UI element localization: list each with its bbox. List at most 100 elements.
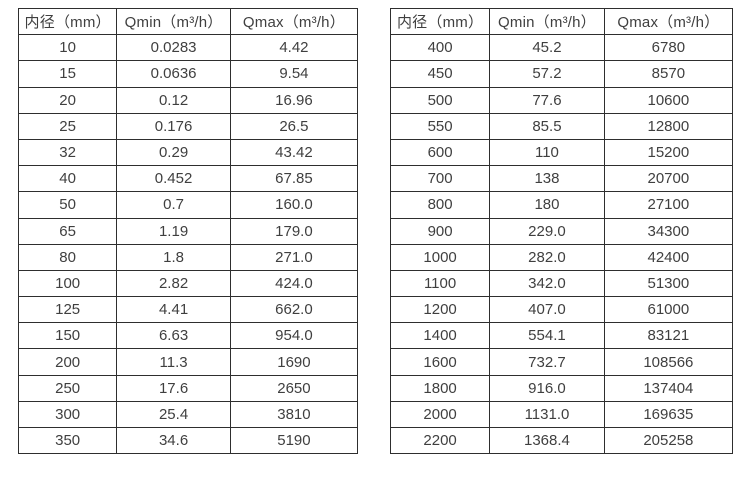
table-cell: 916.0 [489,374,605,402]
table-cell: 271.0 [229,243,359,271]
table-cell: 200 [17,348,118,376]
table-cell: 10600 [603,86,734,114]
table-header-row: 内径（mm） Qmin（m³/h） Qmax（m³/h） [389,7,734,36]
table-cell: 0.452 [116,165,231,193]
table-cell: 16.96 [229,86,359,114]
column-header: Qmax（m³/h） [229,7,359,36]
table-row: 200 11.3 1690 [17,348,359,376]
table-cell: 4.42 [229,34,359,62]
table-cell: 0.0283 [116,34,231,62]
table-cell: 5190 [229,426,359,455]
flow-range-table-small-diameters: 内径（mm） Qmin（m³/h） Qmax（m³/h） 10 0.0283 4.42 1… [17,7,359,455]
table-cell: 83121 [603,322,734,350]
table-cell: 51300 [603,269,734,298]
table-cell: 17.6 [116,374,231,402]
table-cell: 400 [389,34,491,62]
table-cell: 2.82 [116,269,231,298]
table-cell: 45.2 [489,34,605,62]
table-cell: 1600 [389,348,491,376]
table-cell: 26.5 [229,112,359,140]
table-cell: 1200 [389,296,491,324]
table-row: 1600 732.7 108566 [389,348,734,376]
table-cell: 229.0 [489,217,605,245]
table-cell: 77.6 [489,86,605,114]
table-row: 600 110 15200 [389,138,734,167]
table-cell: 1100 [389,269,491,298]
table-cell: 42400 [603,243,734,271]
table-cell: 1800 [389,374,491,402]
table-cell: 100 [17,269,118,298]
table-cell: 2200 [389,426,491,455]
flow-range-table-large-diameters: 内径（mm） Qmin（m³/h） Qmax（m³/h） 400 45.2 6780 45… [389,7,734,455]
table-row: 40 0.452 67.85 [17,165,359,193]
table-cell: 1400 [389,322,491,350]
table-cell: 34.6 [116,426,231,455]
table-cell: 2000 [389,400,491,429]
table-cell: 2650 [229,374,359,402]
header-row: 内径（mm） Qmin（m³/h） Qmax（m³/h） [389,7,734,36]
table-cell: 110 [489,138,605,167]
column-header: Qmin（m³/h） [489,7,605,36]
table-cell: 1.19 [116,217,231,245]
table-body: 400 45.2 6780 450 57.2 8570 500 77.6 10600 550 85.… [389,34,734,455]
table-cell: 550 [389,112,491,140]
table-cell: 0.0636 [116,60,231,88]
table-row: 250 17.6 2650 [17,374,359,402]
table-cell: 662.0 [229,296,359,324]
table-cell: 0.12 [116,86,231,114]
column-header: 内径（mm） [389,7,491,36]
table-cell: 15 [17,60,118,88]
table-row: 125 4.41 662.0 [17,296,359,324]
table-row: 550 85.5 12800 [389,112,734,140]
table-cell: 32 [17,138,118,167]
table-cell: 407.0 [489,296,605,324]
table-row: 2200 1368.4 205258 [389,426,734,455]
table-cell: 180 [489,191,605,219]
column-header: 内径（mm） [17,7,118,36]
table-row: 100 2.82 424.0 [17,269,359,298]
table-cell: 25.4 [116,400,231,429]
table-cell: 300 [17,400,118,429]
table-row: 20 0.12 16.96 [17,86,359,114]
table-cell: 6.63 [116,322,231,350]
table-cell: 10 [17,34,118,62]
table-cell: 150 [17,322,118,350]
table-row: 15 0.0636 9.54 [17,60,359,88]
table-cell: 700 [389,165,491,193]
table-cell: 125 [17,296,118,324]
table-row: 1400 554.1 83121 [389,322,734,350]
table-cell: 0.176 [116,112,231,140]
table-cell: 20 [17,86,118,114]
table-cell: 350 [17,426,118,455]
column-header: Qmax（m³/h） [603,7,734,36]
table-cell: 27100 [603,191,734,219]
column-header: Qmin（m³/h） [116,7,231,36]
table-cell: 450 [389,60,491,88]
table-cell: 15200 [603,138,734,167]
table-cell: 800 [389,191,491,219]
table-row: 10 0.0283 4.42 [17,34,359,62]
table-row: 900 229.0 34300 [389,217,734,245]
table-cell: 65 [17,217,118,245]
table-row: 1800 916.0 137404 [389,374,734,402]
table-cell: 50 [17,191,118,219]
table-cell: 12800 [603,112,734,140]
table-row: 25 0.176 26.5 [17,112,359,140]
table-cell: 1131.0 [489,400,605,429]
table-cell: 0.7 [116,191,231,219]
table-row: 700 138 20700 [389,165,734,193]
table-cell: 85.5 [489,112,605,140]
table-cell: 34300 [603,217,734,245]
table-row: 150 6.63 954.0 [17,322,359,350]
table-row: 65 1.19 179.0 [17,217,359,245]
table-cell: 11.3 [116,348,231,376]
table-cell: 57.2 [489,60,605,88]
table-cell: 67.85 [229,165,359,193]
table-cell: 0.29 [116,138,231,167]
table-cell: 900 [389,217,491,245]
table-cell: 80 [17,243,118,271]
table-body: 10 0.0283 4.42 15 0.0636 9.54 20 0.12 16.96 25 0.1… [17,34,359,455]
table-cell: 9.54 [229,60,359,88]
table-cell: 43.42 [229,138,359,167]
table-cell: 169635 [603,400,734,429]
